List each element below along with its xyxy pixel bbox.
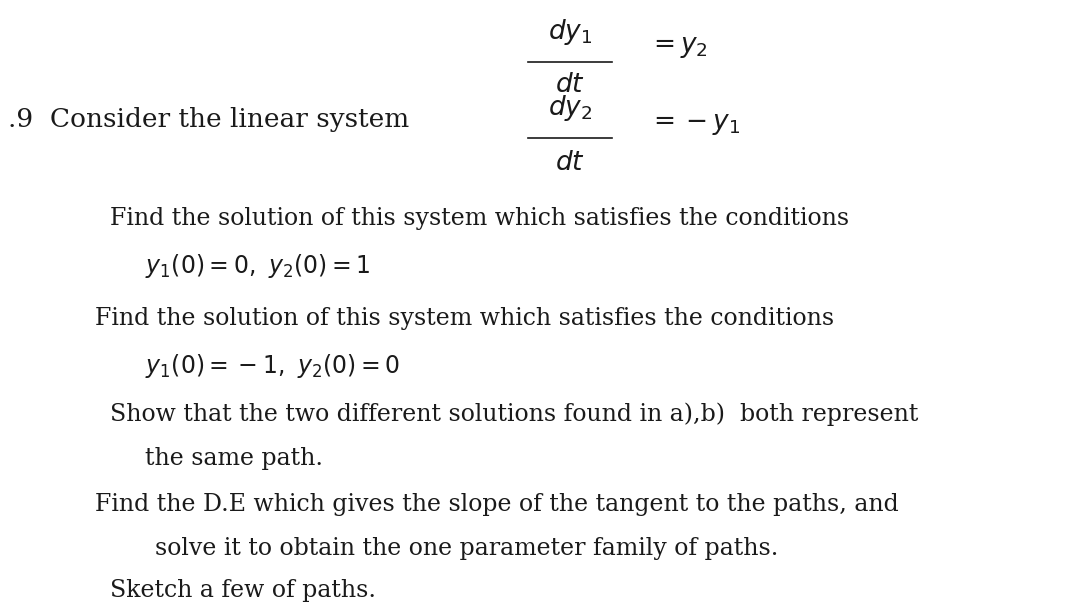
- Text: solve it to obtain the one parameter family of paths.: solve it to obtain the one parameter fam…: [156, 537, 779, 560]
- Text: Show that the two different solutions found in a),b)  both represent: Show that the two different solutions fo…: [110, 402, 918, 426]
- Text: Find the D.E which gives the slope of the tangent to the paths, and: Find the D.E which gives the slope of th…: [95, 492, 899, 515]
- Text: $dt$: $dt$: [555, 72, 585, 98]
- Text: Find the solution of this system which satisfies the conditions: Find the solution of this system which s…: [110, 206, 849, 229]
- Text: Sketch a few of paths.: Sketch a few of paths.: [110, 578, 376, 602]
- Text: the same path.: the same path.: [145, 447, 323, 469]
- Text: $dy_1$: $dy_1$: [548, 17, 592, 47]
- Text: $= -y_1$: $= -y_1$: [648, 112, 741, 137]
- Text: $= y_2$: $= y_2$: [648, 35, 708, 61]
- Text: .9  Consider the linear system: .9 Consider the linear system: [8, 107, 409, 132]
- Text: $y_1(0) = 0,\ y_2(0) = 1$: $y_1(0) = 0,\ y_2(0) = 1$: [145, 252, 370, 280]
- Text: $dy_2$: $dy_2$: [548, 93, 592, 123]
- Text: Find the solution of this system which satisfies the conditions: Find the solution of this system which s…: [95, 307, 834, 330]
- Text: $dt$: $dt$: [555, 149, 585, 174]
- Text: $y_1(0) = -1,\ y_2(0) = 0$: $y_1(0) = -1,\ y_2(0) = 0$: [145, 352, 400, 380]
